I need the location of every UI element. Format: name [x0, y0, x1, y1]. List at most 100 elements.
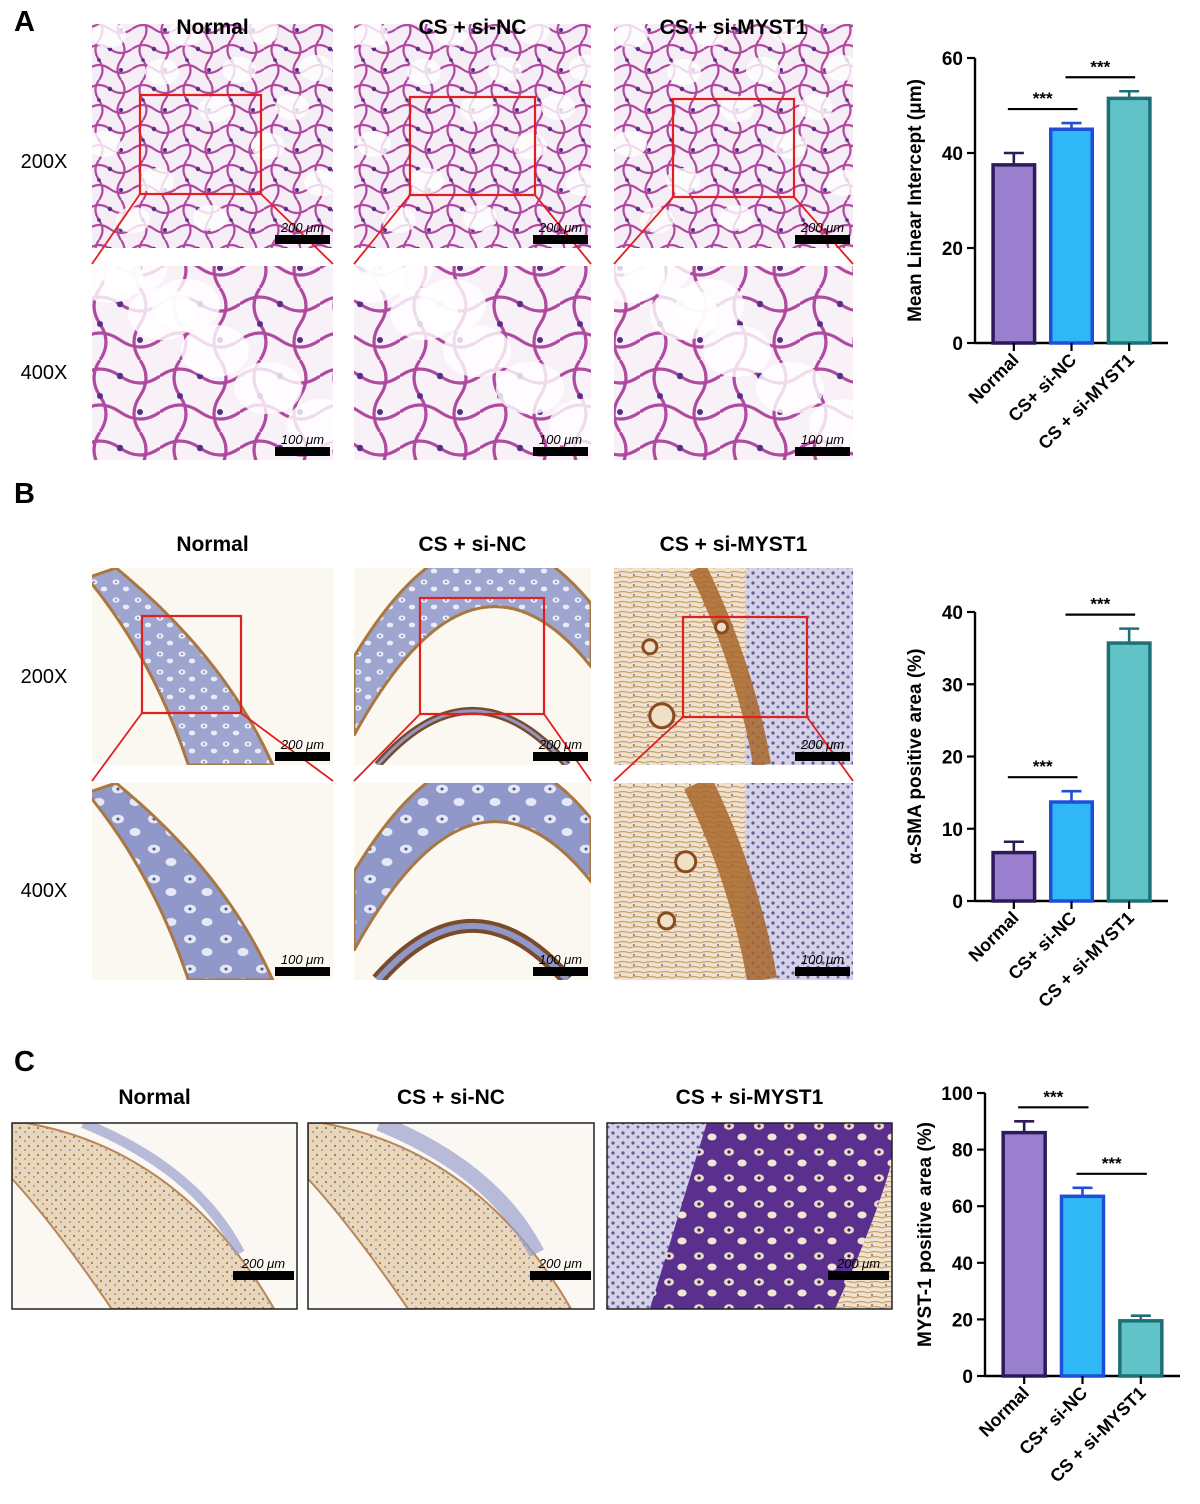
zoom-region-box	[418, 596, 546, 716]
scale-bar-100-label: 100 μm	[281, 952, 324, 967]
ihc-micrograph	[354, 783, 591, 980]
significance-label: ***	[1090, 57, 1110, 76]
zoom-connector	[91, 712, 143, 782]
scale-bar-200-label: 200 μm	[800, 737, 844, 752]
scale-bar-200-label: 200 μm	[538, 737, 582, 752]
bar-3	[1106, 96, 1152, 345]
bar-2	[1048, 127, 1095, 345]
zoom-connector	[793, 196, 854, 265]
row-label-400x: 400X	[21, 362, 68, 384]
scale-bar-200-label: 200 μm	[538, 1256, 582, 1271]
zoom-connector	[543, 713, 592, 782]
scale-bar-200-label: 200 μm	[280, 737, 324, 752]
zoom-connector	[353, 194, 411, 265]
significance-label: ***	[1033, 757, 1053, 776]
scale-bar-100-label: 100 μm	[281, 432, 324, 447]
panel-b-group-label: CS + si-NC	[419, 533, 527, 556]
scale-bar-100-bar	[795, 447, 850, 456]
panel-c-group-label: CS + si-MYST1	[676, 1086, 824, 1109]
significance-label: ***	[1043, 1087, 1063, 1106]
scale-bar-200-bar	[530, 1271, 591, 1280]
scale-bar-200-label: 200 μm	[280, 220, 324, 235]
zoom-region-box	[408, 95, 537, 197]
scale-bar-200-label: 200 μm	[800, 220, 844, 235]
ihc-micrograph	[308, 1123, 594, 1309]
y-tick-label: 20	[942, 239, 963, 260]
y-tick-label: 40	[942, 144, 963, 165]
y-tick-label: 80	[952, 1141, 973, 1162]
label-layer: A Normal 200 μm 100 μm CS + si-NC 200 μm 100 μ…	[14, 6, 880, 1271]
y-tick-label: 30	[942, 675, 963, 696]
y-tick-label: 100	[941, 1084, 973, 1105]
bar-1	[991, 163, 1037, 345]
zoom-connector	[240, 712, 334, 782]
bar-3	[1106, 641, 1152, 903]
scale-bar-100-label: 100 μm	[801, 952, 844, 967]
row-label-200x: 200X	[21, 666, 68, 688]
bar-2	[1048, 800, 1095, 903]
significance-label: ***	[1033, 89, 1053, 108]
significance-label: ***	[1102, 1154, 1122, 1173]
scale-bar-100-label: 100 μm	[801, 432, 844, 447]
he-micrograph	[354, 266, 591, 460]
scale-bar-200-label: 200 μm	[538, 220, 582, 235]
ihc-micrograph	[354, 568, 591, 765]
scale-bar-200-bar	[795, 235, 850, 244]
ihc-micrograph	[614, 783, 853, 980]
y-axis-label: Mean Linear Intercept (μm)	[905, 79, 926, 322]
y-tick-label: 10	[942, 820, 963, 841]
he-micrograph	[354, 24, 591, 248]
row-label-200x: 200X	[21, 151, 68, 173]
scale-bar-100-bar	[275, 447, 330, 456]
scale-bar-200-bar	[533, 235, 588, 244]
y-tick-label: 60	[942, 49, 963, 70]
zoom-region-box	[671, 97, 796, 199]
x-tick-label: Normal	[975, 1383, 1033, 1441]
y-axis-label: α-SMA positive area (%)	[905, 649, 926, 865]
he-micrograph	[614, 266, 853, 460]
scale-bar-200-bar	[233, 1271, 294, 1280]
panel-c-group-label: CS + si-NC	[397, 1086, 505, 1109]
y-tick-label: 0	[952, 892, 963, 913]
zoom-connector	[806, 716, 854, 782]
ihc-micrograph	[12, 1123, 297, 1309]
ihc-micrograph	[92, 783, 333, 980]
significance-label: ***	[1090, 595, 1110, 614]
panel-a-group-label: CS + si-MYST1	[660, 16, 808, 39]
scale-bar-100-bar	[533, 967, 588, 976]
scale-bar-200-bar	[828, 1271, 889, 1280]
scale-bar-100-label: 100 μm	[539, 952, 582, 967]
scale-bar-100-label: 100 μm	[539, 432, 582, 447]
ihc-micrograph	[607, 1123, 892, 1309]
panel-letter-b: B	[14, 478, 35, 510]
y-tick-label: 40	[952, 1254, 973, 1275]
scale-bar-200-label: 200 μm	[836, 1256, 880, 1271]
x-tick-label: Normal	[965, 908, 1023, 966]
panel-letter-c: C	[14, 1046, 35, 1078]
bar-1	[1001, 1130, 1047, 1378]
bar-3	[1118, 1319, 1164, 1378]
scale-bar-200-bar	[795, 752, 850, 761]
scale-bar-200-bar	[533, 752, 588, 761]
he-micrograph	[614, 24, 853, 248]
ihc-micrograph	[614, 568, 853, 765]
micrograph-layer	[11, 24, 893, 1310]
x-tick-label: Normal	[965, 350, 1023, 408]
y-tick-label: 20	[942, 748, 963, 769]
panel-b-group-label: CS + si-MYST1	[660, 533, 808, 556]
zoom-region-box	[138, 93, 263, 196]
zoom-connector	[260, 193, 334, 265]
zoom-connector	[91, 193, 141, 265]
y-axis-label: MYST-1 positive area (%)	[915, 1122, 936, 1347]
scale-bar-100-bar	[275, 967, 330, 976]
he-micrograph	[92, 24, 333, 248]
ihc-micrograph	[92, 568, 333, 765]
scale-bar-100-bar	[533, 447, 588, 456]
panel-c-group-label: Normal	[118, 1086, 190, 1109]
scale-bar-200-bar	[275, 752, 330, 761]
